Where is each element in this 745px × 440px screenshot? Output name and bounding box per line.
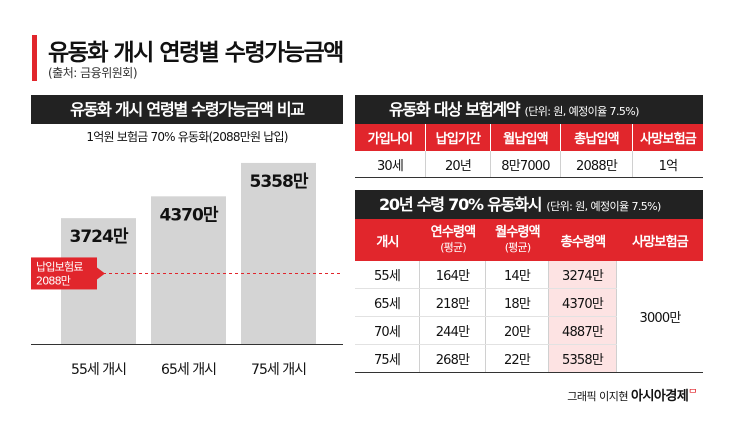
table2-header-cell: 총수령액 (549, 219, 617, 261)
table1-title-bar: 유동화 대상 보험계약 (단위: 원, 예정이율 7.5%) (355, 95, 703, 124)
bar-chart: 3724만 55세 개시 4370만 65세 개시 5358만 75세 개시 납입보험료20… (31, 162, 343, 378)
category-label: 75세 개시 (251, 362, 306, 378)
table2-header-sublabel: (평균) (440, 241, 466, 254)
table2-cell: 18만 (486, 289, 549, 316)
title-accent-bar (32, 35, 37, 81)
chart-title: 유동화 개시 연령별 수령가능금액 비교 (31, 95, 343, 124)
death-benefit-merged-cell: 3000만 (617, 261, 703, 373)
table1-data-row: 30세 20년 8만7000 2088만 1억 (355, 151, 703, 178)
table2-header-row: 개시 연수령액 (평균) 월수령액 (평균) 총수령액 사망보험금 (355, 219, 703, 261)
bar-value-label: 3724만 (70, 227, 129, 247)
table2-cell: 5358만 (549, 345, 617, 372)
table2-cell: 20만 (486, 317, 549, 344)
table1-header-row: 가입나이 납입기간 월납입액 총납입액 사망보험금 (355, 124, 703, 151)
table2-cell: 70세 (355, 317, 420, 344)
table1-header-cell: 총납입액 (561, 124, 633, 151)
bar-value-label: 4370만 (160, 205, 219, 225)
table2-header-cell: 월수령액 (평균) (486, 219, 549, 261)
table2-header-cell: 연수령액 (평균) (420, 219, 486, 261)
table2-note: (단위: 원, 예정이율 7.5%) (546, 200, 661, 213)
table2-row: 75세 268만 22만 5358만 (355, 345, 617, 373)
credit-text: 그래픽 이지현 (567, 390, 628, 403)
table2-header-sublabel: (평균) (504, 241, 531, 254)
table2-cell: 22만 (486, 345, 549, 372)
table2-title: 20년 수령 70% 유동화시 (379, 195, 543, 214)
table2-cell: 244만 (420, 317, 486, 344)
table2-header-label: 총수령액 (560, 234, 606, 250)
page-title: 유동화 개시 연령별 수령가능금액 (48, 40, 344, 66)
brand-mark-icon: ᄆ (688, 389, 697, 400)
table2-cell: 164만 (420, 261, 486, 288)
table1-cell: 2088만 (561, 151, 633, 177)
table2-header-cell: 개시 (355, 219, 420, 261)
table2-row: 55세 164만 14만 3274만 (355, 261, 617, 289)
table1-note: (단위: 원, 예정이율 7.5%) (524, 105, 640, 118)
table1-title: 유동화 대상 보험계약 (389, 100, 521, 119)
table2-header-label: 월수령액 (495, 225, 540, 240)
table2-cell: 3274만 (549, 261, 617, 288)
chart-subtitle: 1억원 보험금 70% 유동화(2088만원 납입) (86, 130, 288, 144)
table2-cell: 75세 (355, 345, 420, 372)
reference-arrow (97, 267, 105, 280)
table2-cell: 4370만 (549, 289, 617, 316)
table1-header-cell: 납입기간 (426, 124, 491, 151)
table2-cell: 4887만 (549, 317, 617, 344)
reference-label-box (31, 257, 97, 290)
table1-cell: 8만7000 (491, 151, 561, 177)
bar (241, 162, 316, 344)
table2-header-label: 연수령액 (430, 225, 476, 240)
reference-label-line2: 2088만 (36, 274, 71, 287)
category-label: 65세 개시 (161, 362, 216, 378)
table1-header-cell: 월납입액 (491, 124, 561, 151)
table2-header-cell: 사망보험금 (617, 219, 703, 261)
table2-title-bar: 20년 수령 70% 유동화시 (단위: 원, 예정이율 7.5%) (355, 190, 703, 219)
table2-cell: 268만 (420, 345, 486, 372)
table1-cell: 1억 (658, 158, 678, 174)
table2-row: 65세 218만 18만 4370만 (355, 289, 617, 317)
source-note: (출처: 금융위원회) (48, 66, 138, 80)
table2-row: 70세 244만 20만 4887만 (355, 317, 617, 345)
table2-cell: 14만 (486, 261, 549, 288)
table2-cell: 218만 (420, 289, 486, 316)
table2-cell: 55세 (355, 261, 420, 288)
credit: 그래픽 이지현 아시아경제ᄆ (567, 385, 697, 404)
bar-value-label: 5358만 (250, 172, 309, 192)
table2-header-label: 개시 (376, 234, 399, 250)
table2-cell: 65세 (355, 289, 420, 316)
table1-cell: 30세 (355, 151, 426, 177)
table1-cell: 20년 (426, 151, 491, 177)
table2-header-label: 사망보험금 (632, 234, 689, 250)
table1-header-cell: 사망보험금 (633, 124, 703, 151)
reference-label-line1: 납입보험료 (36, 260, 83, 273)
table1-header-cell: 가입나이 (355, 124, 426, 151)
brand-name: 아시아경제 (630, 389, 689, 404)
bar (151, 196, 226, 344)
category-label: 55세 개시 (71, 362, 126, 378)
